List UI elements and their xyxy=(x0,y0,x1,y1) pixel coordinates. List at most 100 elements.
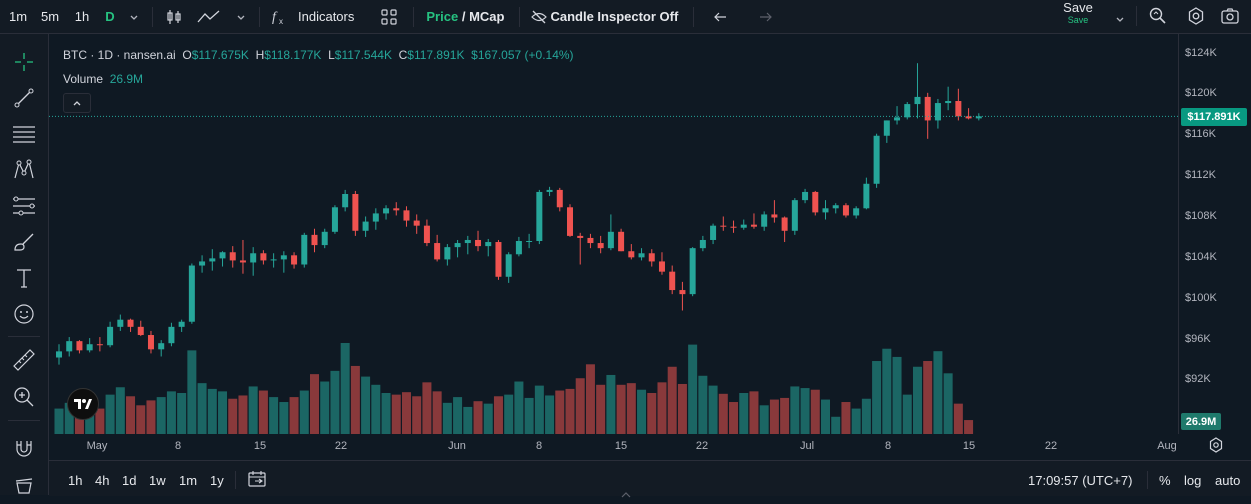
log-toggle[interactable]: log xyxy=(1184,473,1202,488)
candle-body xyxy=(740,224,747,228)
y-tick-label: $112K xyxy=(1185,169,1216,181)
range-4h[interactable]: 4h xyxy=(95,473,110,488)
clock-time[interactable]: 17:09:57 (UTC+7) xyxy=(1028,473,1133,488)
chevron-down-icon[interactable] xyxy=(229,0,253,33)
timeframe-1h[interactable]: 1h xyxy=(74,9,90,24)
toolbar-divider xyxy=(693,6,695,27)
candle-inspector-button[interactable]: Candle Inspector Off xyxy=(526,0,683,33)
volume-bar xyxy=(534,385,544,434)
candle-body xyxy=(894,117,901,121)
auto-toggle[interactable]: auto xyxy=(1215,473,1241,488)
volume-bar xyxy=(964,420,974,434)
volume-bar xyxy=(647,393,657,434)
pattern-tool-icon[interactable] xyxy=(12,158,36,182)
volume-bar xyxy=(115,387,125,434)
toolbar-divider xyxy=(235,471,236,489)
candle-body xyxy=(505,254,512,277)
toolbar-divider xyxy=(8,336,40,337)
crosshair-icon[interactable] xyxy=(12,50,36,74)
volume-bar xyxy=(504,394,514,434)
percent-toggle[interactable]: % xyxy=(1159,473,1171,488)
candle-body xyxy=(556,189,563,208)
toolbar-divider xyxy=(519,6,521,27)
volume-bar xyxy=(473,401,483,434)
range-1y[interactable]: 1y xyxy=(210,473,224,488)
candles-chart-type-icon[interactable] xyxy=(159,0,189,33)
line-chart-type-icon[interactable] xyxy=(189,0,229,33)
candle-body xyxy=(546,189,553,192)
candle-body xyxy=(699,239,706,249)
range-1w[interactable]: 1w xyxy=(149,473,166,488)
zoom-in-icon[interactable] xyxy=(12,385,36,409)
trend-line-icon[interactable] xyxy=(12,86,36,110)
volume-bar xyxy=(780,397,790,434)
chevron-up-icon[interactable] xyxy=(620,486,632,504)
candle-body xyxy=(158,343,165,350)
open-value: $117.675K xyxy=(191,48,249,62)
calendar-goto-icon[interactable] xyxy=(247,470,267,491)
indicators-button[interactable]: Indicators xyxy=(298,9,355,24)
range-1m[interactable]: 1m xyxy=(179,473,198,488)
camera-icon[interactable] xyxy=(1220,7,1240,30)
volume-bar xyxy=(238,395,248,434)
volume-bar xyxy=(228,398,238,434)
chevron-down-icon[interactable] xyxy=(1115,11,1125,29)
redo-icon[interactable] xyxy=(746,0,782,33)
layout-grid-icon[interactable] xyxy=(371,0,407,33)
timeframe-5m[interactable]: 5m xyxy=(40,9,60,24)
forecast-tool-icon[interactable] xyxy=(12,194,36,218)
horizontal-lines-icon[interactable] xyxy=(12,122,36,146)
quick-search-icon[interactable] xyxy=(1148,6,1168,31)
candle-body xyxy=(832,205,839,209)
chevron-down-icon[interactable] xyxy=(122,0,146,33)
candle-body xyxy=(209,258,216,262)
undo-icon[interactable] xyxy=(704,0,740,33)
volume-bar xyxy=(177,393,187,434)
volume-bar xyxy=(483,403,493,434)
price-mcap-toggle[interactable]: Price / MCap xyxy=(420,0,509,33)
ruler-icon[interactable] xyxy=(12,348,36,372)
timeframe-1m[interactable]: 1m xyxy=(8,9,28,24)
volume-bar xyxy=(463,406,473,434)
range-1h[interactable]: 1h xyxy=(68,473,83,488)
volume-bar xyxy=(718,393,728,434)
settings-icon[interactable] xyxy=(1186,6,1206,31)
tradingview-logo[interactable] xyxy=(67,388,99,420)
volume-bar xyxy=(912,366,922,434)
volume-bar xyxy=(289,397,299,434)
timeframe-d[interactable]: D xyxy=(105,9,115,24)
range-1d[interactable]: 1d xyxy=(122,473,137,488)
save-button[interactable]: Save Save xyxy=(1058,1,1098,26)
eye-off-icon xyxy=(531,10,548,23)
candle-body xyxy=(464,239,471,244)
candle-body xyxy=(250,253,257,263)
candle-body xyxy=(117,319,124,327)
volume-bar xyxy=(361,376,371,434)
candle-body xyxy=(812,191,819,213)
candle-body xyxy=(515,241,522,255)
candle-body xyxy=(168,326,175,344)
mcap-toggle-label: MCap xyxy=(469,9,505,24)
bottom-toolbar: 1h 4h 1d 1w 1m 1y 17:09:57 (UTC+7) % log… xyxy=(49,460,1251,496)
collapse-legend-button[interactable] xyxy=(63,93,91,113)
toolbar-divider xyxy=(413,6,415,27)
volume-bar xyxy=(453,397,463,434)
volume-bar xyxy=(381,393,391,434)
candle-body xyxy=(730,226,737,228)
ohlc-legend: BTC · 1D · nansen.ai O$117.675K H$118.17… xyxy=(63,48,574,62)
text-tool-icon[interactable] xyxy=(12,266,36,290)
candle-body xyxy=(383,208,390,214)
price-axis[interactable] xyxy=(1178,34,1251,434)
brush-icon[interactable] xyxy=(12,230,36,254)
candle-body xyxy=(710,225,717,240)
emoji-icon[interactable] xyxy=(12,302,36,326)
price-chart[interactable] xyxy=(49,34,1178,434)
candle-body xyxy=(291,255,298,265)
candle-body xyxy=(802,191,809,201)
y-tick-label: $108K xyxy=(1185,210,1217,222)
magnet-icon[interactable] xyxy=(12,436,36,460)
lock-drawings-icon[interactable] xyxy=(12,472,36,496)
axis-settings-icon[interactable] xyxy=(1208,437,1224,458)
candle-body xyxy=(761,214,768,227)
